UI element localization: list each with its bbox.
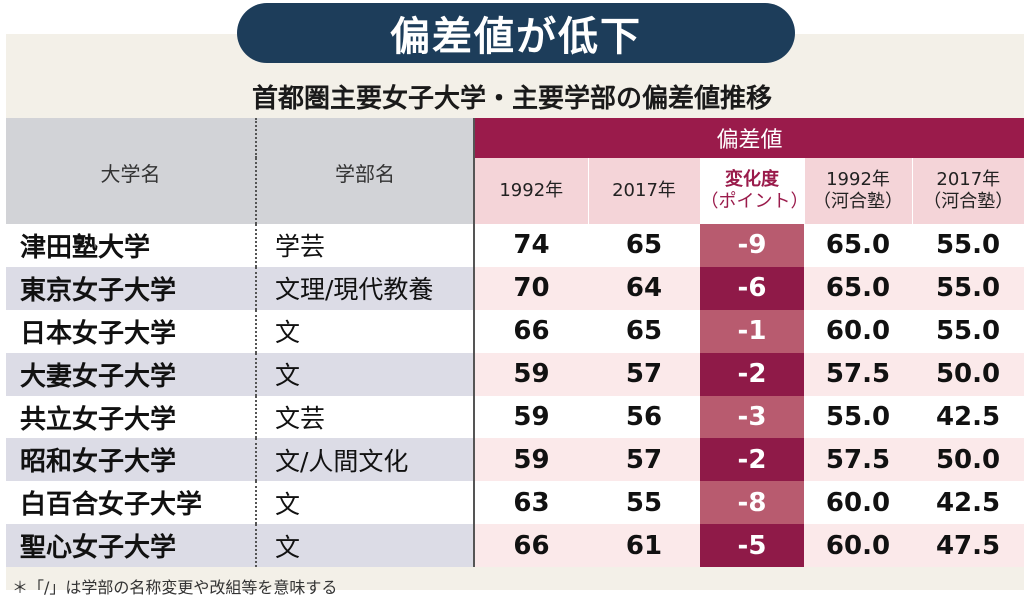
value-1992: 70 [474, 267, 588, 310]
header-kawai-1992-year: 1992年 [805, 169, 912, 191]
value-1992: 74 [474, 224, 588, 267]
kawai-2017-value: 47.5 [912, 524, 1024, 567]
change-value: -5 [700, 524, 804, 567]
value-2017: 57 [588, 438, 700, 481]
page-title: 偏差値が低下 [390, 4, 642, 62]
kawai-2017-value: 50.0 [912, 438, 1024, 481]
change-value: -8 [700, 481, 804, 524]
header-kawai-2017: 2017年 （河合塾） [912, 158, 1024, 224]
kawai-2017-value: 55.0 [912, 310, 1024, 353]
kawai-2017-value: 50.0 [912, 353, 1024, 396]
change-value: -1 [700, 310, 804, 353]
faculty-name: 文芸 [256, 396, 474, 439]
kawai-2017-value: 42.5 [912, 396, 1024, 439]
value-2017: 65 [588, 310, 700, 353]
header-change: 変化度 （ポイント） [700, 158, 804, 224]
header-kawai-1992-source: （河合塾） [805, 191, 912, 213]
value-1992: 66 [474, 524, 588, 567]
kawai-2017-value: 42.5 [912, 481, 1024, 524]
value-1992: 59 [474, 396, 588, 439]
value-1992: 59 [474, 353, 588, 396]
faculty-name: 文 [256, 524, 474, 567]
university-name: 大妻女子大学 [6, 353, 256, 396]
value-2017: 57 [588, 353, 700, 396]
table-row: 共立女子大学 文芸 59 56 -3 55.0 42.5 [6, 396, 1024, 439]
kawai-2017-value: 55.0 [912, 267, 1024, 310]
kawai-1992-value: 60.0 [804, 310, 912, 353]
change-value: -3 [700, 396, 804, 439]
header-faculty: 学部名 [256, 118, 474, 224]
header-kawai-1992: 1992年 （河合塾） [804, 158, 912, 224]
header-2017: 2017年 [588, 158, 700, 224]
university-name: 昭和女子大学 [6, 438, 256, 481]
table-row: 聖心女子大学 文 66 61 -5 60.0 47.5 [6, 524, 1024, 567]
value-2017: 61 [588, 524, 700, 567]
kawai-1992-value: 65.0 [804, 267, 912, 310]
table-row: 昭和女子大学 文/人間文化 59 57 -2 57.5 50.0 [6, 438, 1024, 481]
faculty-name: 文理/現代教養 [256, 267, 474, 310]
university-name: 聖心女子大学 [6, 524, 256, 567]
deviation-table: 大学名 学部名 偏差値 1992年 2017年 変化度 （ポイント） 1992年… [6, 118, 1024, 567]
change-value: -9 [700, 224, 804, 267]
value-1992: 66 [474, 310, 588, 353]
kawai-1992-value: 60.0 [804, 524, 912, 567]
table-row: 大妻女子大学 文 59 57 -2 57.5 50.0 [6, 353, 1024, 396]
header-kawai-2017-source: （河合塾） [913, 191, 1024, 213]
kawai-2017-value: 55.0 [912, 224, 1024, 267]
university-name: 日本女子大学 [6, 310, 256, 353]
header-change-label: 変化度 [701, 169, 804, 191]
footnote: ＊「/」は学部の名称変更や改組等を意味する [12, 574, 337, 598]
table-subtitle: 首都圏主要女子大学・主要学部の偏差値推移 [0, 78, 1024, 115]
university-name: 白百合女子大学 [6, 481, 256, 524]
title-badge: 偏差値が低下 [237, 3, 795, 63]
header-change-unit: （ポイント） [701, 191, 804, 213]
faculty-name: 文 [256, 310, 474, 353]
header-university: 大学名 [6, 118, 256, 224]
table-row: 白百合女子大学 文 63 55 -8 60.0 42.5 [6, 481, 1024, 524]
university-name: 東京女子大学 [6, 267, 256, 310]
kawai-1992-value: 57.5 [804, 353, 912, 396]
faculty-name: 文 [256, 481, 474, 524]
header-1992: 1992年 [474, 158, 588, 224]
value-1992: 63 [474, 481, 588, 524]
value-1992: 59 [474, 438, 588, 481]
value-2017: 64 [588, 267, 700, 310]
table-row: 東京女子大学 文理/現代教養 70 64 -6 65.0 55.0 [6, 267, 1024, 310]
table-row: 日本女子大学 文 66 65 -1 60.0 55.0 [6, 310, 1024, 353]
header-kawai-2017-year: 2017年 [913, 169, 1024, 191]
faculty-name: 学芸 [256, 224, 474, 267]
kawai-1992-value: 60.0 [804, 481, 912, 524]
faculty-name: 文 [256, 353, 474, 396]
header-deviation-group: 偏差値 [474, 118, 1024, 158]
kawai-1992-value: 65.0 [804, 224, 912, 267]
university-name: 津田塾大学 [6, 224, 256, 267]
university-name: 共立女子大学 [6, 396, 256, 439]
change-value: -2 [700, 353, 804, 396]
change-value: -6 [700, 267, 804, 310]
table-row: 津田塾大学 学芸 74 65 -9 65.0 55.0 [6, 224, 1024, 267]
value-2017: 65 [588, 224, 700, 267]
kawai-1992-value: 57.5 [804, 438, 912, 481]
kawai-1992-value: 55.0 [804, 396, 912, 439]
faculty-name: 文/人間文化 [256, 438, 474, 481]
change-value: -2 [700, 438, 804, 481]
value-2017: 56 [588, 396, 700, 439]
value-2017: 55 [588, 481, 700, 524]
